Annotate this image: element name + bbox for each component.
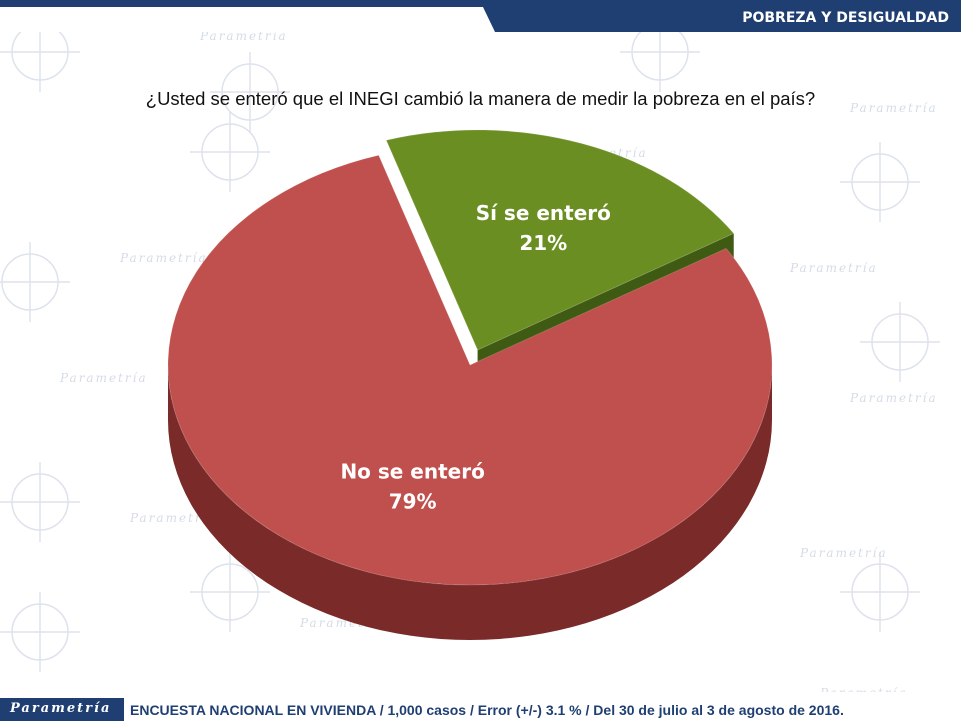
footer-note: ENCUESTA NACIONAL EN VIVIENDA / 1,000 ca… — [130, 702, 844, 718]
pie-slice-side — [168, 365, 772, 640]
footer-logo: Parametría — [0, 698, 124, 721]
section-title: POBREZA Y DESIGUALDAD — [742, 10, 949, 26]
pie-slice-value-label: 79% — [389, 490, 437, 514]
pie-slice — [385, 129, 735, 351]
section-tab: POBREZA Y DESIGUALDAD — [483, 7, 961, 32]
pie-slice-label: No se enteró — [340, 460, 484, 484]
survey-question: ¿Usted se enteró que el INEGI cambió la … — [145, 88, 816, 109]
top-bar — [0, 0, 961, 7]
pie-slice-label: Sí se enteró — [476, 201, 611, 225]
pie-slice-value-label: 21% — [519, 231, 567, 255]
pie-slice — [167, 154, 773, 586]
footer-logo-text: Parametría — [10, 701, 112, 716]
